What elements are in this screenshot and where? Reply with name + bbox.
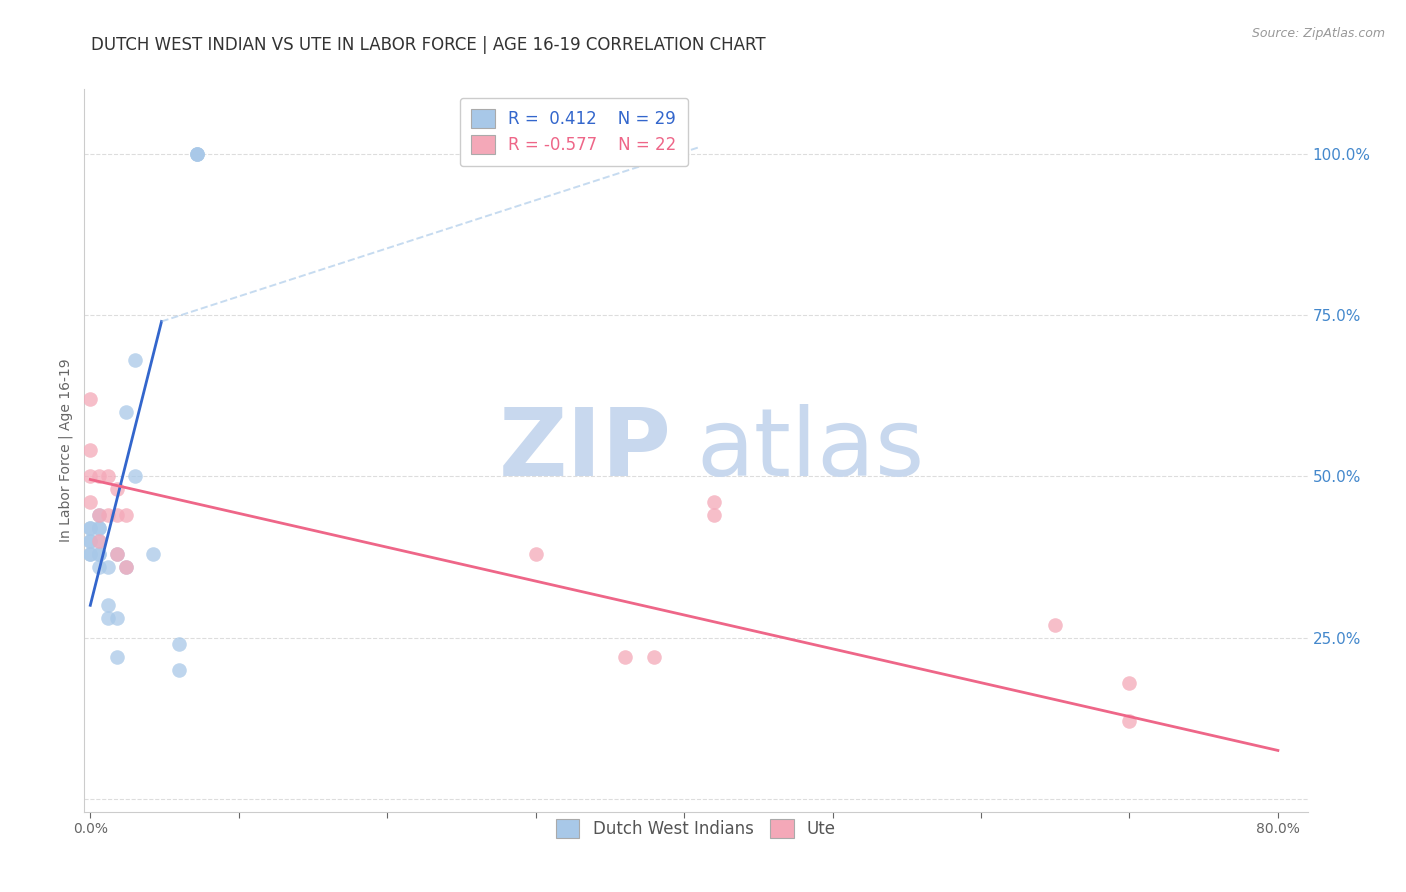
Point bbox=[186, 146, 208, 161]
Point bbox=[79, 533, 101, 548]
Point bbox=[124, 469, 146, 483]
Text: ZIP: ZIP bbox=[499, 404, 672, 497]
Point bbox=[115, 508, 138, 522]
Point bbox=[89, 521, 111, 535]
Point bbox=[79, 521, 101, 535]
Point bbox=[1118, 675, 1140, 690]
Point bbox=[124, 353, 146, 368]
Point bbox=[115, 559, 138, 574]
Point bbox=[105, 649, 128, 664]
Point bbox=[89, 521, 111, 535]
Point bbox=[186, 146, 208, 161]
Point bbox=[79, 547, 101, 561]
Point bbox=[169, 637, 191, 651]
Point bbox=[115, 559, 138, 574]
Point bbox=[1118, 714, 1140, 729]
Point bbox=[105, 482, 128, 496]
Legend: Dutch West Indians, Ute: Dutch West Indians, Ute bbox=[548, 811, 844, 847]
Point bbox=[79, 392, 101, 406]
Point bbox=[89, 547, 111, 561]
Point bbox=[79, 521, 101, 535]
Text: DUTCH WEST INDIAN VS UTE IN LABOR FORCE | AGE 16-19 CORRELATION CHART: DUTCH WEST INDIAN VS UTE IN LABOR FORCE … bbox=[91, 36, 766, 54]
Y-axis label: In Labor Force | Age 16-19: In Labor Force | Age 16-19 bbox=[59, 359, 73, 542]
Point bbox=[79, 495, 101, 509]
Point bbox=[97, 469, 120, 483]
Point bbox=[643, 649, 665, 664]
Point bbox=[97, 611, 120, 625]
Point bbox=[89, 469, 111, 483]
Point bbox=[89, 508, 111, 522]
Point bbox=[89, 559, 111, 574]
Point bbox=[79, 547, 101, 561]
Point bbox=[105, 547, 128, 561]
Point bbox=[169, 663, 191, 677]
Point bbox=[97, 599, 120, 613]
Point bbox=[105, 611, 128, 625]
Point bbox=[97, 559, 120, 574]
Point bbox=[79, 533, 101, 548]
Point bbox=[89, 533, 111, 548]
Point bbox=[89, 547, 111, 561]
Point bbox=[89, 533, 111, 548]
Point bbox=[703, 508, 725, 522]
Point bbox=[97, 508, 120, 522]
Text: atlas: atlas bbox=[696, 404, 924, 497]
Text: Source: ZipAtlas.com: Source: ZipAtlas.com bbox=[1251, 27, 1385, 40]
Point bbox=[105, 547, 128, 561]
Point bbox=[186, 146, 208, 161]
Point bbox=[79, 469, 101, 483]
Point bbox=[703, 495, 725, 509]
Point bbox=[1045, 617, 1067, 632]
Point bbox=[79, 443, 101, 458]
Point bbox=[613, 649, 636, 664]
Point bbox=[115, 405, 138, 419]
Point bbox=[142, 547, 165, 561]
Point bbox=[105, 508, 128, 522]
Point bbox=[89, 508, 111, 522]
Point bbox=[524, 547, 547, 561]
